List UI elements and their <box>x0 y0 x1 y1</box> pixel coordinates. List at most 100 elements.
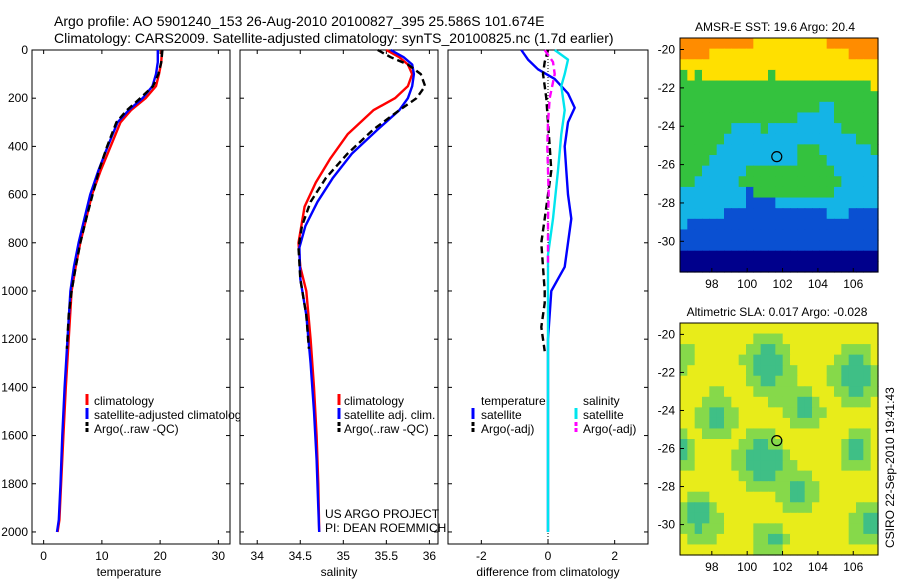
heatmap-cell <box>797 323 806 335</box>
heatmap-cell <box>724 112 732 124</box>
heatmap-cell <box>746 261 754 273</box>
heatmap-cell <box>848 428 857 440</box>
heatmap-cell <box>848 240 857 252</box>
heatmap-cell <box>775 208 784 220</box>
legend-label-temp-satellite: satellite <box>481 408 522 422</box>
heatmap-cell <box>819 386 828 398</box>
heatmap-cell <box>848 208 857 220</box>
heatmap-cell <box>834 165 842 177</box>
heatmap-cell <box>782 240 791 252</box>
heatmap-cell <box>709 218 718 231</box>
heatmap-cell <box>768 460 776 472</box>
heatmap-cell <box>841 208 850 220</box>
heatmap-cell <box>856 197 864 209</box>
heatmap-cell <box>738 449 747 461</box>
heatmap-cell <box>775 365 784 377</box>
heatmap-cell <box>753 165 762 177</box>
map-x-tick-label: 100 <box>737 560 757 574</box>
heatmap-cell <box>724 80 732 92</box>
heatmap-cell <box>790 186 798 199</box>
heatmap-cell <box>746 155 754 167</box>
heatmap-cell <box>680 354 688 366</box>
heatmap-cell <box>760 101 769 114</box>
heatmap-cell <box>790 470 798 482</box>
heatmap-cell <box>870 155 879 167</box>
heatmap-cell <box>856 155 864 167</box>
heatmap-cell <box>870 491 879 503</box>
heatmap-cell <box>826 155 835 167</box>
heatmap-cell <box>746 80 754 92</box>
heatmap-cell <box>753 250 762 262</box>
heatmap-cell <box>834 208 842 220</box>
heatmap-cell <box>731 417 740 430</box>
heatmap-cell <box>753 354 762 366</box>
heatmap-cell <box>760 375 769 387</box>
heatmap-cell <box>702 165 710 177</box>
heatmap-cell <box>680 144 688 156</box>
heatmap-cell <box>848 176 857 188</box>
heatmap-cell <box>702 439 710 451</box>
heatmap-cell <box>731 523 740 535</box>
sla-map-ticks: 98 100 102 104 106 -20 -22 -24 -26 -28 -30 <box>658 327 864 574</box>
heatmap-cell <box>680 386 688 398</box>
heatmap-cell <box>687 491 696 503</box>
y-tick-label: 200 <box>8 91 28 105</box>
heatmap-cell <box>709 144 718 156</box>
heatmap-cell <box>709 344 718 356</box>
heatmap-cell <box>797 133 806 145</box>
map-y-tick-label: -30 <box>658 518 676 532</box>
heatmap-cell <box>694 481 703 493</box>
heatmap-cell <box>687 250 696 262</box>
heatmap-cell <box>775 428 784 440</box>
temperature-series <box>55 49 164 533</box>
heatmap-cell <box>863 165 872 177</box>
heatmap-cell <box>687 512 696 524</box>
heatmap-cell <box>760 460 769 472</box>
heatmap-cell <box>746 91 754 103</box>
csiro-timestamp: CSIRO 22-Sep-2010 19:41:43 <box>883 387 897 548</box>
heatmap-cell <box>834 48 842 60</box>
heatmap-cell <box>834 439 842 451</box>
heatmap-cell <box>738 186 747 199</box>
heatmap-cell <box>680 333 688 345</box>
map-x-tick-label: 106 <box>843 277 863 291</box>
heatmap-cell <box>841 344 850 356</box>
heatmap-cell <box>848 59 857 71</box>
heatmap-cell <box>834 449 842 461</box>
heatmap-cell <box>790 460 798 472</box>
series-line-2-0 <box>520 49 576 532</box>
heatmap-cell <box>687 470 696 482</box>
heatmap-cell <box>746 112 754 124</box>
heatmap-cell <box>775 101 784 114</box>
heatmap-cell <box>702 112 710 124</box>
heatmap-cell <box>694 449 703 461</box>
heatmap-cell <box>724 250 732 262</box>
heatmap-cell <box>753 59 762 71</box>
heatmap-cell <box>687 523 696 535</box>
heatmap-cell <box>694 112 703 124</box>
heatmap-cell <box>768 101 776 114</box>
heatmap-cell <box>702 365 710 377</box>
heatmap-cell <box>738 428 747 440</box>
heatmap-cell <box>731 323 740 335</box>
heatmap-cell <box>724 323 732 335</box>
heatmap-cell <box>775 344 784 356</box>
heatmap-cell <box>694 365 703 377</box>
heatmap-cell <box>716 344 725 356</box>
heatmap-cell <box>870 502 879 514</box>
heatmap-cell <box>753 449 762 461</box>
temperature-tick-labels: 0 10 20 30 <box>40 50 225 563</box>
heatmap-cell <box>746 407 754 419</box>
sst-heatmap-cells <box>680 38 879 273</box>
heatmap-cell <box>738 333 747 345</box>
heatmap-cell <box>790 250 798 262</box>
difference-series <box>520 49 576 532</box>
heatmap-cell <box>687 186 696 199</box>
heatmap-cell <box>834 375 842 387</box>
heatmap-cell <box>753 491 762 503</box>
heatmap-cell <box>812 333 820 345</box>
heatmap-cell <box>716 176 725 188</box>
heatmap-cell <box>680 59 688 71</box>
series-line-1-2 <box>297 48 427 349</box>
heatmap-cell <box>768 69 776 82</box>
